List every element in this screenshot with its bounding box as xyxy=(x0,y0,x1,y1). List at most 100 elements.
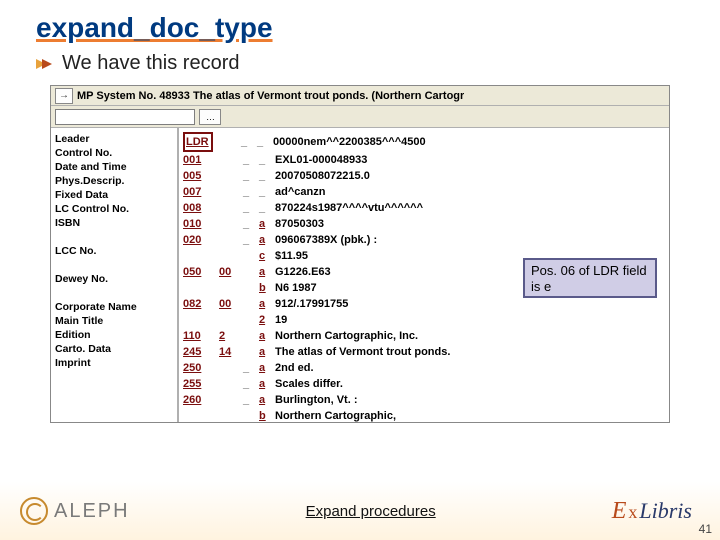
footer-title: Expand procedures xyxy=(306,503,436,520)
marc-tag: 255 xyxy=(183,376,213,392)
marc-subfield: b xyxy=(259,280,269,296)
field-label-pane: Leader Control No. Date and Time Phys.De… xyxy=(51,128,179,422)
marc-subfield: a xyxy=(259,232,269,248)
label-imprint: Imprint xyxy=(55,356,173,370)
spacer xyxy=(55,258,173,272)
marc-tag: 008 xyxy=(183,200,213,216)
dash: _ xyxy=(243,360,253,376)
label-control-no: Control No. xyxy=(55,146,173,160)
marc-row: 082 00 a 912/.17991755 xyxy=(183,296,665,312)
marc-subfield: a xyxy=(259,296,269,312)
dash: _ xyxy=(243,200,253,216)
toolbar-ellipsis-button[interactable]: … xyxy=(199,109,221,125)
marc-subfield: _ xyxy=(259,184,269,200)
marc-value: The atlas of Vermont trout ponds. xyxy=(275,344,450,360)
marc-row: 2 19 xyxy=(183,312,665,328)
label-lcc-no: LCC No. xyxy=(55,244,173,258)
marc-indicator: 14 xyxy=(219,344,237,360)
marc-tag: LDR xyxy=(183,132,213,152)
marc-value: 20070508072215.0 xyxy=(275,168,370,184)
marc-value: 87050303 xyxy=(275,216,324,232)
record-screenshot: → MP System No. 48933 The atlas of Vermo… xyxy=(50,85,670,423)
aleph-logo: ALEPH xyxy=(20,497,130,525)
marc-subfield: a xyxy=(259,264,269,280)
marc-value: 2nd ed. xyxy=(275,360,314,376)
marc-tag: 001 xyxy=(183,152,213,168)
marc-tag: 110 xyxy=(183,328,213,344)
marc-row: 020 _ a 096067389X (pbk.) : xyxy=(183,232,665,248)
marc-value: 19 xyxy=(275,312,287,328)
dash: _ xyxy=(243,168,253,184)
dash: _ xyxy=(243,232,253,248)
dash: _ xyxy=(243,216,253,232)
marc-value: EXL01-000048933 xyxy=(275,152,367,168)
marc-subfield: _ xyxy=(259,168,269,184)
screenshot-title-bar: → MP System No. 48933 The atlas of Vermo… xyxy=(51,86,669,106)
dash: _ xyxy=(243,376,253,392)
marc-tag: 245 xyxy=(183,344,213,360)
marc-value: Burlington, Vt. : xyxy=(275,392,357,408)
marc-row: LDR__00000nem^^2200385^^^4500 xyxy=(183,132,665,152)
marc-value: 870224s1987^^^^vtu^^^^^^ xyxy=(275,200,423,216)
subtitle-row: We have this record xyxy=(0,46,720,81)
marc-row: b Northern Cartographic, xyxy=(183,408,665,422)
exlibris-libris: Libris xyxy=(639,498,692,524)
label-main-title: Main Title xyxy=(55,314,173,328)
marc-indicator: 00 xyxy=(219,296,237,312)
marc-subfield: _ xyxy=(259,200,269,216)
exlibris-x: x xyxy=(628,502,637,523)
marc-row: 008 _ _ 870224s1987^^^^vtu^^^^^^ xyxy=(183,200,665,216)
toolbar-input[interactable] xyxy=(55,109,195,125)
spacer xyxy=(55,230,173,244)
marc-subfield: a xyxy=(259,360,269,376)
marc-value: Northern Cartographic, xyxy=(275,408,396,422)
marc-row: 010_a87050303 xyxy=(183,216,665,232)
slide-footer: ALEPH Expand procedures ExLibris xyxy=(0,482,720,540)
marc-value: ad^canzn xyxy=(275,184,325,200)
slide-title: expand_doc_type xyxy=(0,0,720,46)
marc-tag: 082 xyxy=(183,296,213,312)
window-title: MP System No. 48933 The atlas of Vermont… xyxy=(77,90,464,102)
marc-row: 24514aThe atlas of Vermont trout ponds. xyxy=(183,344,665,360)
exlibris-e: E xyxy=(612,498,627,525)
nav-button[interactable]: → xyxy=(55,88,73,104)
dash: _ xyxy=(243,392,253,408)
callout-box: Pos. 06 of LDR field is e xyxy=(523,258,657,298)
marc-value: $11.95 xyxy=(275,248,308,264)
marc-subfield: a xyxy=(259,376,269,392)
marc-indicator: 2 xyxy=(219,328,237,344)
marc-tag: 260 xyxy=(183,392,213,408)
marc-tag: 020 xyxy=(183,232,213,248)
marc-tag: 005 xyxy=(183,168,213,184)
marc-row: 255 _ a Scales differ. xyxy=(183,376,665,392)
label-lc-control: LC Control No. xyxy=(55,202,173,216)
marc-value: 096067389X (pbk.) : xyxy=(275,232,377,248)
marc-row: 001__EXL01-000048933 xyxy=(183,152,665,168)
dash: _ xyxy=(243,152,253,168)
marc-value: G1226.E63 xyxy=(275,264,331,280)
subtitle-text: We have this record xyxy=(62,52,240,75)
marc-value: 912/.17991755 xyxy=(275,296,348,312)
label-isbn: ISBN xyxy=(55,216,173,230)
marc-subfield: 2 xyxy=(259,312,269,328)
marc-value: N6 1987 xyxy=(275,280,317,296)
marc-value: Northern Cartographic, Inc. xyxy=(275,328,418,344)
label-dewey-no: Dewey No. xyxy=(55,272,173,286)
marc-subfield: _ xyxy=(257,134,267,150)
label-fixed-data: Fixed Data xyxy=(55,188,173,202)
marc-subfield: b xyxy=(259,408,269,422)
marc-subfield: a xyxy=(259,216,269,232)
page-number: 41 xyxy=(699,522,712,536)
label-date-time: Date and Time xyxy=(55,160,173,174)
label-corp-name: Corporate Name xyxy=(55,300,173,314)
label-phys-descr: Phys.Descrip. xyxy=(55,174,173,188)
marc-tag: 007 xyxy=(183,184,213,200)
label-edition: Edition xyxy=(55,328,173,342)
spacer xyxy=(55,286,173,300)
marc-row: 007__ad^canzn xyxy=(183,184,665,200)
marc-indicator: 00 xyxy=(219,264,237,280)
marc-value: Scales differ. xyxy=(275,376,343,392)
aleph-text: ALEPH xyxy=(54,500,130,523)
marc-subfield: a xyxy=(259,392,269,408)
marc-row: 005 _ _ 20070508072215.0 xyxy=(183,168,665,184)
